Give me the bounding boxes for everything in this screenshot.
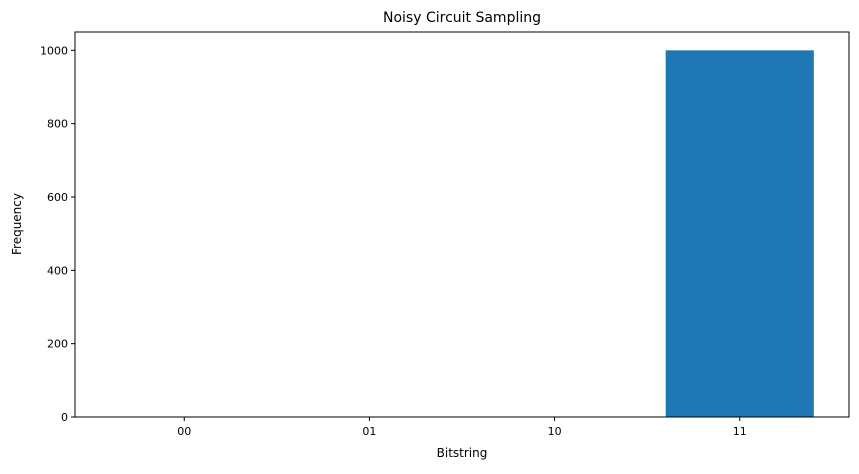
x-tick-label: 11 bbox=[733, 425, 747, 438]
plot-frame bbox=[74, 31, 850, 418]
y-tick-label: 800 bbox=[47, 118, 68, 131]
chart-title: Noisy Circuit Sampling bbox=[383, 10, 541, 26]
y-tick-label: 600 bbox=[47, 191, 68, 204]
bar-11 bbox=[665, 50, 814, 417]
y-tick-label: 200 bbox=[47, 338, 68, 351]
x-tick-label: 01 bbox=[362, 425, 376, 438]
y-axis-label: Frequency bbox=[10, 193, 24, 255]
y-tick-label: 400 bbox=[47, 264, 68, 277]
x-tick-label: 00 bbox=[177, 425, 191, 438]
y-tick-label: 0 bbox=[61, 411, 68, 424]
x-axis-label: Bitstring bbox=[437, 446, 488, 460]
y-tick-label: 1000 bbox=[40, 44, 68, 57]
x-tick-label: 10 bbox=[548, 425, 562, 438]
